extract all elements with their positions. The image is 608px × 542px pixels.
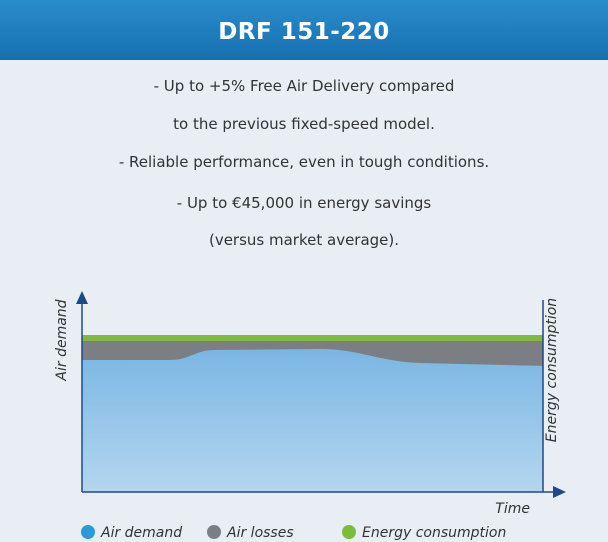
arrow <box>553 486 566 498</box>
bullet: - Up to +5% Free Air Delivery compared <box>153 77 455 95</box>
legend-swatch <box>207 525 221 539</box>
bullet: (versus market average). <box>208 231 400 249</box>
demand-area <box>82 349 543 492</box>
legend-label: Air demand <box>100 525 182 541</box>
bullet: - Reliable performance, even in tough co… <box>118 153 490 171</box>
legend-label: Energy consumption <box>362 525 506 541</box>
bullet: - Up to €45,000 in energy savings <box>176 194 432 212</box>
legend-swatch <box>81 525 95 539</box>
energy-band <box>82 335 543 342</box>
legend-swatch <box>342 525 356 539</box>
y2-label: Energy consumption <box>544 298 560 442</box>
arrow <box>76 291 88 304</box>
bullet: to the previous fixed-speed model. <box>173 115 435 133</box>
title: DRF 151-220 <box>218 19 390 45</box>
header: DRF 151-220 <box>0 0 608 60</box>
y-label: Air demand <box>54 299 70 381</box>
x-label: Time <box>495 501 530 517</box>
legend-label: Air losses <box>226 525 294 541</box>
